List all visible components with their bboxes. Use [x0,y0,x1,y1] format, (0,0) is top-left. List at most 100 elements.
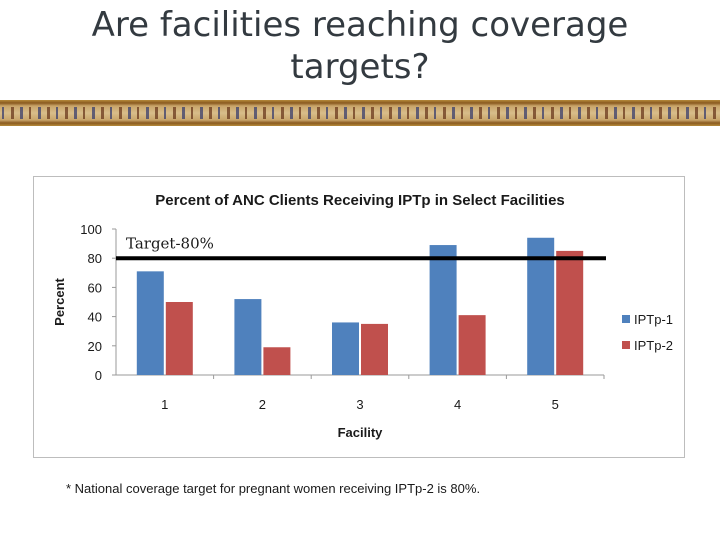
band-stripe [128,107,131,119]
band-stripe [47,107,50,119]
band-stripe [110,107,112,119]
band-stripe [182,107,185,119]
band-stripe [74,107,77,119]
y-tick-label: 100 [80,222,102,237]
band-stripe [596,107,598,119]
decorative-band-pattern [2,107,716,119]
legend-label-iptp-2: IPTp-2 [634,338,673,353]
band-stripe [551,107,554,119]
band-stripe [371,107,374,119]
band-stripe [668,107,671,119]
band-stripe [254,107,257,119]
y-tick-label: 80 [88,251,102,266]
band-stripe [524,107,527,119]
band-stripe [146,107,149,119]
x-tick-label: 3 [356,397,363,412]
band-stripe [326,107,328,119]
band-stripe [65,107,68,119]
band-stripe [38,107,41,119]
x-tick-label: 1 [161,397,168,412]
y-tick-label: 40 [88,310,102,325]
band-stripe [659,107,662,119]
band-stripe [11,107,14,119]
band-stripe [362,107,365,119]
band-stripe [452,107,455,119]
band-stripe [434,107,436,119]
band-stripe [713,107,716,119]
bar-iptp-2-facility-5 [556,250,584,375]
band-stripe [155,107,158,119]
band-stripe [353,107,355,119]
band-stripe [308,107,311,119]
band-stripe [218,107,220,119]
band-stripe [236,107,239,119]
band-stripe [29,107,31,119]
band-stripe [20,107,23,119]
band-stripe [209,107,212,119]
band-stripe [641,107,644,119]
band-stripe [461,107,463,119]
band-stripe [164,107,166,119]
bar-iptp-1-facility-3 [332,322,359,375]
y-tick-label: 20 [88,339,102,354]
band-stripe [542,107,544,119]
band-stripe [479,107,482,119]
y-tick-label: 0 [95,368,102,383]
band-stripe [92,107,95,119]
bar-iptp-1-facility-4 [429,245,457,375]
bar-iptp-1-facility-2 [234,299,262,375]
band-stripe [2,107,4,119]
band-stripe [650,107,652,119]
band-stripe [704,107,706,119]
slide-title: Are facilities reaching coverage targets… [91,5,629,87]
band-stripe [335,107,338,119]
decorative-band [0,100,720,126]
band-stripe [119,107,122,119]
y-tick-label: 60 [88,280,102,295]
band-stripe [623,107,625,119]
x-tick-label: 4 [454,397,461,412]
band-stripe [560,107,563,119]
band-stripe [173,107,176,119]
band-stripe [470,107,473,119]
y-axis-label: Percent [52,277,67,325]
band-stripe [200,107,203,119]
band-stripe [389,107,392,119]
band-stripe [299,107,301,119]
band-stripe [191,107,193,119]
band-stripe [677,107,679,119]
target-label: Target-80% [126,234,214,252]
band-stripe [290,107,293,119]
band-stripe [407,107,409,119]
band-stripe [506,107,509,119]
chart-container: Percent of ANC Clients Receiving IPTp in… [33,176,685,458]
bar-iptp-2-facility-2 [263,347,291,375]
band-stripe [56,107,58,119]
bar-iptp-2-facility-4 [458,315,486,375]
band-stripe [515,107,517,119]
band-stripe [137,107,139,119]
band-stripe [317,107,320,119]
band-stripe [83,107,85,119]
band-stripe [569,107,571,119]
bar-iptp-2-facility-1 [165,302,193,375]
band-stripe [587,107,590,119]
band-stripe [101,107,104,119]
band-stripe [227,107,230,119]
bar-iptp-2-facility-3 [361,323,388,375]
band-stripe [632,107,635,119]
band-stripe [497,107,500,119]
band-stripe [605,107,608,119]
band-stripe [416,107,419,119]
band-stripe [425,107,428,119]
x-tick-label: 5 [552,397,559,412]
legend-swatch-iptp-1 [622,315,630,323]
band-stripe [614,107,617,119]
footnote: * National coverage target for pregnant … [66,481,481,496]
band-stripe [533,107,536,119]
bar-iptp-1-facility-1 [136,271,164,375]
chart-title: Percent of ANC Clients Receiving IPTp in… [155,192,565,209]
band-stripe [686,107,689,119]
x-tick-label: 2 [259,397,266,412]
bar-chart: Percent of ANC Clients Receiving IPTp in… [52,192,673,440]
